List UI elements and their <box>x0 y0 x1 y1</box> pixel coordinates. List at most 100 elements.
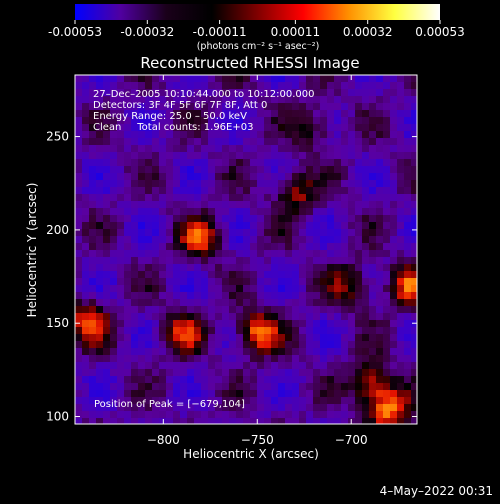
heatmap-cell <box>152 222 159 229</box>
heatmap-cell <box>327 166 334 173</box>
heatmap-cell <box>250 243 257 250</box>
heatmap-cell <box>236 243 243 250</box>
heatmap-cell <box>117 187 124 194</box>
heatmap-cell <box>215 82 222 89</box>
heatmap-cell <box>313 75 320 82</box>
heatmap-cell <box>131 187 138 194</box>
heatmap-cell <box>257 236 264 243</box>
heatmap-cell <box>229 264 236 271</box>
heatmap-cell <box>103 369 110 376</box>
heatmap-cell <box>390 334 397 341</box>
heatmap-cell <box>166 362 173 369</box>
heatmap-cell <box>355 390 362 397</box>
heatmap-cell <box>208 404 215 411</box>
heatmap-cell <box>334 180 341 187</box>
heatmap-cell <box>292 390 299 397</box>
heatmap-cell <box>341 369 348 376</box>
heatmap-cell <box>124 257 131 264</box>
heatmap-cell <box>278 341 285 348</box>
heatmap-cell <box>166 250 173 257</box>
heatmap-cell <box>292 271 299 278</box>
heatmap-cell <box>173 271 180 278</box>
heatmap-cell <box>229 299 236 306</box>
heatmap-cell <box>145 250 152 257</box>
heatmap-cell <box>264 327 271 334</box>
heatmap-cell <box>180 89 187 96</box>
heatmap-cell <box>250 369 257 376</box>
heatmap-cell <box>159 96 166 103</box>
heatmap-cell <box>292 250 299 257</box>
heatmap-cell <box>383 404 390 411</box>
heatmap-cell <box>285 383 292 390</box>
heatmap-cell <box>180 292 187 299</box>
heatmap-cell <box>229 159 236 166</box>
heatmap-cell <box>82 124 89 131</box>
heatmap-cell <box>222 376 229 383</box>
heatmap-cell <box>348 138 355 145</box>
heatmap-cell <box>264 96 271 103</box>
heatmap-cell <box>208 334 215 341</box>
heatmap-cell <box>257 313 264 320</box>
heatmap-cell <box>208 152 215 159</box>
heatmap-cell <box>166 187 173 194</box>
heatmap-cell <box>362 369 369 376</box>
heatmap-cell <box>334 124 341 131</box>
heatmap-cell <box>355 306 362 313</box>
heatmap-cell <box>75 159 82 166</box>
heatmap-cell <box>75 222 82 229</box>
heatmap-cell <box>341 250 348 257</box>
heatmap-cell <box>383 131 390 138</box>
heatmap-cell <box>103 124 110 131</box>
heatmap-cell <box>110 201 117 208</box>
heatmap-cell <box>383 376 390 383</box>
heatmap-cell <box>404 250 411 257</box>
heatmap-cell <box>145 341 152 348</box>
heatmap-cell <box>201 376 208 383</box>
heatmap-cell <box>201 306 208 313</box>
heatmap-cell <box>390 243 397 250</box>
heatmap-cell <box>159 138 166 145</box>
heatmap-cell <box>397 278 404 285</box>
heatmap-cell <box>404 320 411 327</box>
heatmap-cell <box>404 299 411 306</box>
heatmap-cell <box>355 341 362 348</box>
heatmap-cell <box>201 166 208 173</box>
heatmap-cell <box>96 173 103 180</box>
heatmap-cell <box>117 243 124 250</box>
heatmap-cell <box>243 362 250 369</box>
heatmap-cell <box>110 229 117 236</box>
heatmap-cell <box>292 75 299 82</box>
heatmap-cell <box>96 138 103 145</box>
heatmap-cell <box>390 152 397 159</box>
heatmap-cell <box>313 299 320 306</box>
heatmap-cell <box>173 397 180 404</box>
heatmap-cell <box>173 201 180 208</box>
heatmap-cell <box>355 173 362 180</box>
heatmap-cell <box>201 418 208 424</box>
heatmap-cell <box>166 341 173 348</box>
heatmap-cell <box>404 229 411 236</box>
heatmap-cell <box>187 208 194 215</box>
colorbar-ticks: -0.00053 -0.00032 -0.00011 0.00011 0.00032 0.… <box>48 20 465 39</box>
heatmap-cell <box>145 383 152 390</box>
heatmap-cell <box>404 348 411 355</box>
heatmap-cell <box>285 292 292 299</box>
heatmap-cell <box>152 110 159 117</box>
heatmap-cell <box>131 152 138 159</box>
heatmap-cell <box>320 250 327 257</box>
heatmap-cell <box>404 285 411 292</box>
heatmap-cell <box>285 145 292 152</box>
heatmap-cell <box>362 390 369 397</box>
heatmap-cell <box>404 180 411 187</box>
heatmap-cell <box>89 327 96 334</box>
heatmap-cell <box>124 355 131 362</box>
heatmap-cell <box>278 299 285 306</box>
heatmap-cell <box>397 313 404 320</box>
heatmap-cell <box>257 110 264 117</box>
heatmap-cell <box>383 348 390 355</box>
heatmap-cell <box>250 222 257 229</box>
heatmap-cell <box>327 355 334 362</box>
heatmap-cell <box>264 306 271 313</box>
heatmap-cell <box>194 404 201 411</box>
heatmap-cell <box>159 145 166 152</box>
